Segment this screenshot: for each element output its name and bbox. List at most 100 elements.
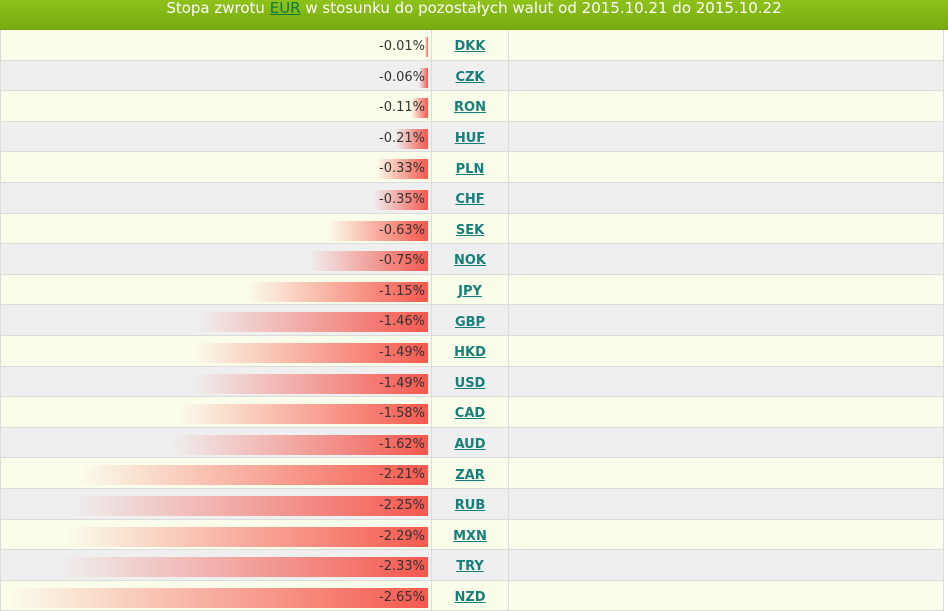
empty-cell (508, 519, 944, 551)
currency-link-try[interactable]: TRY (456, 559, 484, 575)
bar-cell: -0.06% (0, 60, 432, 92)
currency-link-sek[interactable]: SEK (455, 222, 485, 238)
bar-ron (410, 98, 428, 119)
bar-cell: -2.65% (0, 580, 432, 611)
currency-cell: ZAR (431, 457, 509, 489)
currency-cell: NZD (431, 580, 509, 611)
table-row: -1.46% GBP (0, 304, 944, 336)
bar-try (58, 557, 428, 578)
bar-zar (77, 465, 428, 486)
bar-cell: -2.21% (0, 457, 432, 489)
bar-nzd (8, 587, 428, 608)
bar-cell: -0.75% (0, 243, 432, 275)
currency-link-nzd[interactable]: NZD (454, 589, 486, 605)
bar-cell: -1.49% (0, 335, 432, 367)
currency-link-aud[interactable]: AUD (454, 437, 486, 453)
value-label: -2.33% (379, 559, 425, 575)
currency-link-gbp[interactable]: GBP (454, 314, 486, 330)
currency-link-cad[interactable]: CAD (454, 406, 486, 422)
value-label: -0.63% (379, 222, 425, 238)
table-row: -0.35% CHF (0, 182, 944, 214)
currency-cell: AUD (431, 427, 509, 459)
bar-cell: -0.33% (0, 151, 432, 183)
bar-pln (375, 159, 428, 180)
table-row: -2.21% ZAR (0, 457, 944, 489)
currency-link-zar[interactable]: ZAR (455, 467, 485, 483)
currency-cell: CZK (431, 60, 509, 92)
currency-cell: TRY (431, 549, 509, 581)
currency-cell: NOK (431, 243, 509, 275)
chart-title: Stopa zwrotu EUR w stosunku do pozostały… (0, 0, 948, 30)
bar-usd (191, 373, 428, 394)
bar-cell: -0.35% (0, 182, 432, 214)
table-row: -1.49% HKD (0, 335, 944, 367)
bar-dkk (425, 37, 428, 57)
value-label: -1.62% (379, 436, 425, 452)
empty-cell (508, 30, 944, 61)
value-label: -0.21% (379, 130, 425, 146)
bar-aud (171, 434, 428, 455)
table-row: -1.15% JPY (0, 274, 944, 306)
value-label: -2.21% (379, 467, 425, 483)
bar-cell: -0.11% (0, 90, 432, 122)
empty-cell (508, 213, 944, 245)
bar-rub (71, 495, 428, 516)
bar-czk (418, 67, 428, 88)
currency-link-jpy[interactable]: JPY (458, 284, 482, 300)
table-row: -0.75% NOK (0, 243, 944, 275)
empty-cell (508, 90, 944, 122)
table-row: -2.25% RUB (0, 488, 944, 520)
currency-link-mxn[interactable]: MXN (453, 528, 487, 544)
value-label: -0.06% (379, 69, 425, 85)
table-row: -2.29% MXN (0, 519, 944, 551)
bar-cell: -2.29% (0, 519, 432, 551)
currency-link-huf[interactable]: HUF (454, 131, 486, 147)
currency-cell: SEK (431, 213, 509, 245)
empty-cell (508, 457, 944, 489)
bar-mxn (65, 526, 428, 547)
table-row: -0.01% DKK (0, 30, 944, 61)
value-label: -1.15% (379, 283, 425, 299)
table-row: -1.62% AUD (0, 427, 944, 459)
currency-cell: RON (431, 90, 509, 122)
currency-cell: PLN (431, 151, 509, 183)
currency-link-chf[interactable]: CHF (455, 192, 485, 208)
bar-cell: -0.01% (0, 30, 432, 61)
bar-huf (394, 128, 428, 149)
table-row: -0.33% PLN (0, 151, 944, 183)
table-row: -1.49% USD (0, 366, 944, 398)
value-label: -2.25% (379, 497, 425, 513)
empty-cell (508, 151, 944, 183)
currency-cell: HKD (431, 335, 509, 367)
currency-link-hkd[interactable]: HKD (454, 345, 486, 361)
currency-link-rub[interactable]: RUB (454, 498, 486, 514)
empty-cell (508, 182, 944, 214)
currency-link-nok[interactable]: NOK (453, 253, 486, 269)
currency-cell: HUF (431, 121, 509, 153)
bar-cell: -1.15% (0, 274, 432, 306)
bar-cell: -0.21% (0, 121, 432, 153)
currency-cell: GBP (431, 304, 509, 336)
currency-link-pln[interactable]: PLN (455, 161, 485, 177)
table-row: -2.65% NZD (0, 580, 944, 611)
title-prefix: Stopa zwrotu (166, 0, 265, 17)
empty-cell (508, 121, 944, 153)
bar-cell: -1.46% (0, 304, 432, 336)
value-label: -1.49% (379, 344, 425, 360)
currency-cell: CAD (431, 396, 509, 428)
table-row: -2.33% TRY (0, 549, 944, 581)
empty-cell (508, 549, 944, 581)
table-row: -0.06% CZK (0, 60, 944, 92)
currency-link-dkk[interactable]: DKK (454, 39, 486, 55)
bar-cell: -2.25% (0, 488, 432, 520)
currency-link-czk[interactable]: CZK (455, 69, 485, 85)
bar-gbp (196, 312, 428, 333)
value-label: -0.75% (379, 253, 425, 269)
table-row: -0.21% HUF (0, 121, 944, 153)
bar-cell: -1.58% (0, 396, 432, 428)
currency-cell: MXN (431, 519, 509, 551)
currency-link-usd[interactable]: USD (454, 375, 486, 391)
currency-link-ron[interactable]: RON (454, 100, 486, 116)
title-currency-link[interactable]: EUR (269, 0, 301, 17)
